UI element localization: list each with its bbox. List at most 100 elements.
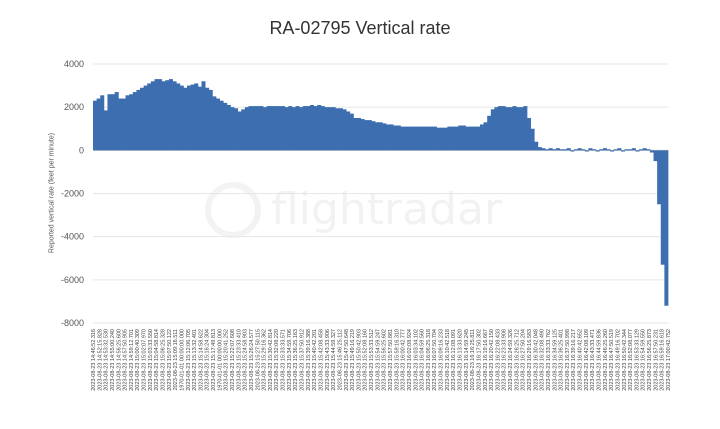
bar <box>483 122 488 151</box>
x-tick-label: 2023-08-23 15:44:59.327 <box>331 329 337 391</box>
x-tick-label: 2023-08-23 16:29:16.583 <box>527 329 533 391</box>
bar <box>461 125 466 151</box>
x-tick-label: 2023-08-23 16:19:16.667 <box>483 329 489 391</box>
x-tick-label: 2023-08-23 15:43:33.906 <box>325 329 331 391</box>
x-tick-label: 2023-08-23 16:22:08.433 <box>495 329 501 391</box>
bar <box>646 149 651 151</box>
bar <box>400 126 405 151</box>
bar <box>516 107 521 151</box>
bar <box>476 126 481 151</box>
bar <box>281 106 286 151</box>
bar <box>396 125 401 151</box>
bar <box>443 127 448 151</box>
bar <box>353 117 358 151</box>
x-tick-label: 2023-08-23 15:20:41.252 <box>224 329 230 391</box>
x-tick-label: 2023-08-23 16:49:16.702 <box>615 329 621 391</box>
bar <box>215 98 220 151</box>
x-tick-label: 2023-08-23 16:32:08.490 <box>540 329 546 391</box>
bar <box>371 121 376 151</box>
bar <box>664 150 669 306</box>
x-tick-label: 2023-08-23 14:46:52.316 <box>91 329 97 391</box>
bar <box>479 124 484 151</box>
bar <box>234 108 239 151</box>
bar <box>295 106 300 151</box>
bar <box>389 124 394 151</box>
bar <box>306 106 311 151</box>
bar <box>584 150 589 152</box>
x-tick-label: 2023-08-23 16:02:08.924 <box>407 329 413 391</box>
bar <box>613 149 618 151</box>
x-tick-label: 2023-08-23 17:00:42.752 <box>666 329 672 391</box>
x-tick-label: 2023-08-23 15:54:59.247 <box>375 329 381 391</box>
x-tick-label: 1970-01-01 00:00:00.000 <box>179 329 185 391</box>
flightradar-watermark: flightradar <box>205 178 505 248</box>
bar <box>451 126 456 151</box>
bar <box>573 149 578 151</box>
x-tick-label: 2023-08-23 15:30:42.814 <box>268 329 274 391</box>
x-tick-label: 1970-01-01 00:00:00.000 <box>217 329 223 391</box>
x-tick-label: 2023-08-23 15:47:50.648 <box>344 329 350 391</box>
bar <box>364 120 369 151</box>
bar <box>161 81 166 151</box>
bar <box>447 126 452 151</box>
bar <box>248 106 253 151</box>
x-tick-label: 2023-08-23 15:57:50.881 <box>388 329 394 391</box>
x-tick-label: 2023-08-23 14:56:25.600 <box>116 329 122 391</box>
bar <box>291 107 296 151</box>
x-tick-label: 2023-08-23 15:52:08.160 <box>363 329 369 391</box>
bar <box>541 148 546 151</box>
x-tick-label: 2023-08-23 16:50:42.344 <box>622 329 628 391</box>
x-tick-label: 2023-08-23 16:16:25.811 <box>470 329 476 390</box>
bar <box>440 127 445 151</box>
x-tick-label: 2023-08-23 14:57:50.905 <box>123 329 129 391</box>
bar <box>385 124 390 151</box>
bar <box>114 92 119 151</box>
bar <box>360 119 365 151</box>
x-tick-label: 2023-08-23 15:53:33.512 <box>369 329 375 391</box>
bar <box>183 87 188 151</box>
bar <box>454 126 459 151</box>
bar <box>259 106 264 151</box>
x-tick-label: 2023-08-23 16:09:16.233 <box>439 329 445 391</box>
bar <box>143 85 148 151</box>
bar <box>414 126 419 151</box>
bar <box>429 126 434 151</box>
bar <box>393 125 398 151</box>
bar <box>313 106 318 151</box>
bar <box>563 149 568 151</box>
bar <box>252 106 257 151</box>
bar <box>302 106 307 151</box>
x-tick-label: 2023-08-23 15:49:16.219 <box>350 329 356 391</box>
bar <box>299 107 304 151</box>
bar <box>635 150 640 152</box>
x-tick-label: 2023-08-23 15:39:16.388 <box>306 329 312 391</box>
bar <box>93 100 98 151</box>
bar <box>328 107 333 151</box>
bar <box>581 149 586 151</box>
x-tick-label: 2023-08-23 15:00:40.309 <box>135 329 141 391</box>
x-tick-label: 2023-08-23 14:59:12.701 <box>129 329 135 391</box>
x-tick-label: 2023-08-23 15:34:59.706 <box>287 329 293 391</box>
x-tick-label: 2023-08-23 15:59:16.310 <box>394 329 400 391</box>
bar <box>642 148 647 151</box>
bar <box>121 98 126 151</box>
bar <box>490 109 495 151</box>
bar <box>465 126 470 151</box>
y-tick-label: -2000 <box>61 189 84 199</box>
x-axis-ticks: 2023-08-23 14:46:52.316 2023-08-23 14:52:… <box>91 329 672 391</box>
x-tick-label: 2023-08-23 15:12:06.705 <box>186 329 192 391</box>
x-tick-label: 2023-08-23 15:46:25.112 <box>337 329 343 390</box>
x-tick-label: 2023-08-23 14:52:15.828 <box>97 329 103 391</box>
bar <box>378 122 383 151</box>
bar <box>617 148 622 151</box>
watermark-logo-icon <box>205 182 261 238</box>
x-tick-label: 2023-08-23 15:03:33.550 <box>148 329 154 391</box>
bar <box>255 106 260 151</box>
bar <box>346 111 351 151</box>
x-tick-label: 2023-08-23 16:53:33.129 <box>634 329 640 391</box>
watermark-text: flightradar <box>271 184 503 235</box>
bar <box>284 107 289 151</box>
x-tick-label: 2023-08-23 16:30:42.048 <box>533 329 539 391</box>
bar <box>277 106 282 151</box>
x-tick-label: 2023-08-23 15:02:07.970 <box>142 329 148 391</box>
